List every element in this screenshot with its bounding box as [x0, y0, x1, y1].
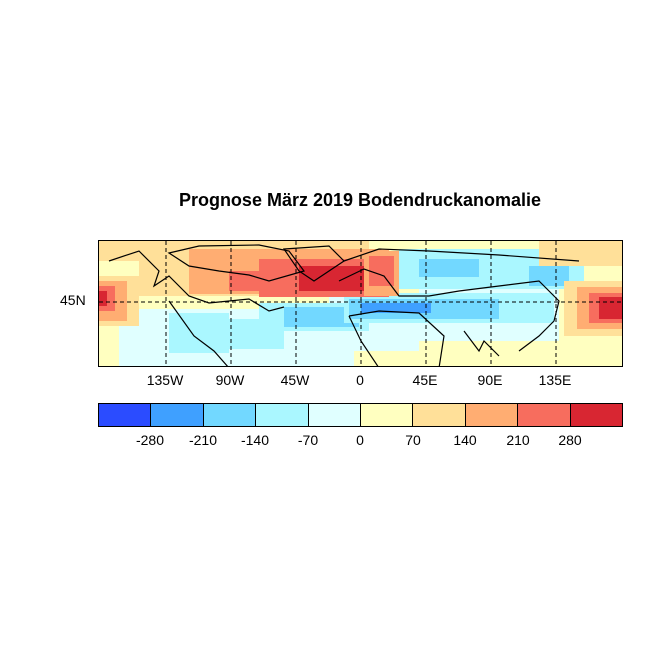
x-tick-label: 90W	[215, 372, 245, 388]
colorbar-segment	[413, 404, 466, 426]
colorbar-label: -210	[188, 432, 218, 448]
colorbar-segment	[308, 404, 362, 426]
x-tick-label: 45E	[412, 372, 438, 388]
x-tick-label: 135W	[146, 372, 184, 388]
colorbar-label: -280	[135, 432, 165, 448]
colorbar-segment	[256, 404, 309, 426]
x-tick-label: 135E	[538, 372, 572, 388]
colorbar-label: -70	[297, 432, 319, 448]
colorbar-label: -140	[240, 432, 270, 448]
colorbar-segment	[151, 404, 204, 426]
chart-title: Prognose März 2019 Bodendruckanomalie	[178, 190, 542, 210]
x-tick-label: 45W	[280, 372, 310, 388]
colorbar-segment	[570, 404, 623, 426]
colorbar-label: 0	[356, 432, 364, 448]
colorbar	[98, 403, 623, 427]
colorbar-segment	[361, 404, 414, 426]
colorbar-segment	[465, 404, 519, 426]
colorbar-label: 210	[506, 432, 530, 448]
y-tick-label: 45N	[60, 292, 86, 308]
colorbar-label: 140	[453, 432, 477, 448]
colorbar-label: 280	[558, 432, 582, 448]
colorbar-segment	[99, 404, 152, 426]
anomaly-map	[98, 240, 623, 367]
anomaly-field	[99, 241, 622, 366]
colorbar-label: 70	[405, 432, 421, 448]
colorbar-segment	[518, 404, 571, 426]
colorbar-segment	[203, 404, 257, 426]
x-tick-label: 90E	[477, 372, 503, 388]
x-tick-label: 0	[356, 372, 364, 388]
